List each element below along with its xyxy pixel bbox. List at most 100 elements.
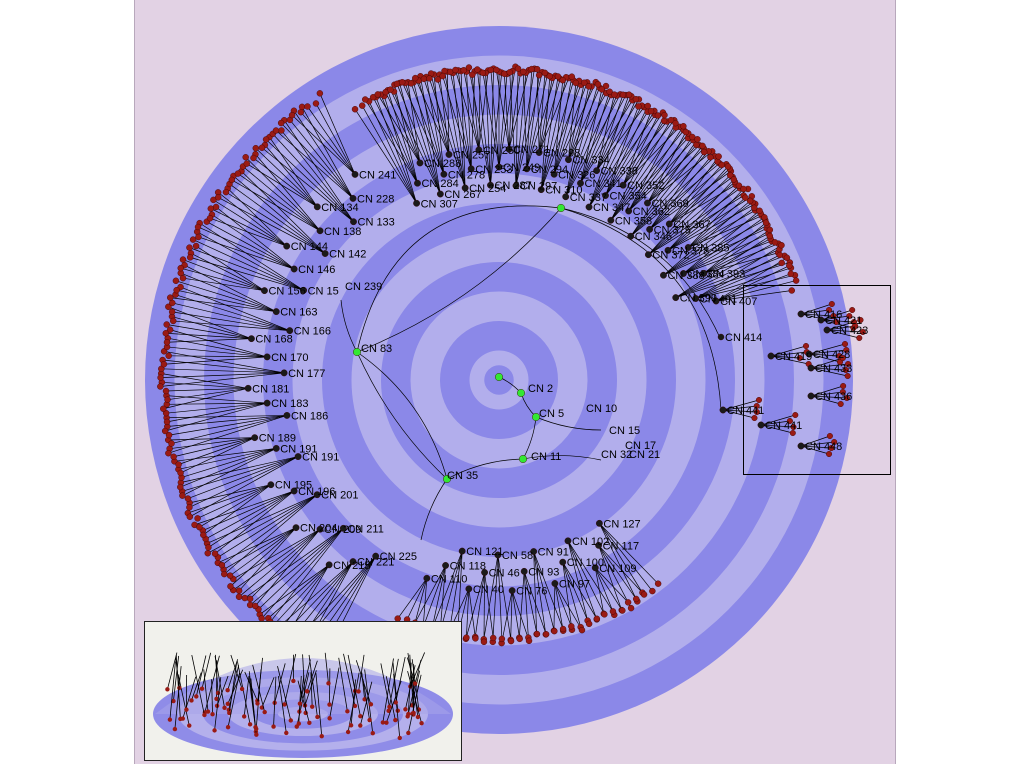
internal-node[interactable] [757,421,765,429]
leaf-node[interactable] [272,127,280,134]
leaf-node[interactable] [258,144,266,151]
internal-node[interactable] [313,491,321,499]
leaf-node[interactable] [742,194,749,201]
leaf-node[interactable] [680,123,687,130]
leaf-node[interactable] [846,313,853,320]
internal-node[interactable] [290,487,298,495]
internal-node[interactable] [551,580,559,587]
internal-node[interactable] [646,225,654,233]
leaf-node[interactable] [192,242,200,250]
internal-node[interactable] [495,163,503,171]
internal-node[interactable] [286,327,294,335]
leaf-node[interactable] [160,405,167,412]
leaf-node[interactable] [756,207,763,214]
leaf-node[interactable] [374,91,381,98]
leaf-node[interactable] [207,205,215,212]
leaf-node[interactable] [585,83,592,90]
leaf-node[interactable] [168,308,176,316]
leaf-node[interactable] [715,153,722,160]
visualization-panel[interactable]: CN 2 CN 5 CN 10 CN 15 CN 17 CN 21 CN 11 CN 32 CN… [134,0,896,764]
leaf-node[interactable] [751,415,758,422]
internal-node[interactable] [467,165,475,173]
leaf-node[interactable] [516,635,523,643]
internal-node[interactable] [267,481,275,489]
root-path-node[interactable] [532,413,541,422]
leaf-node[interactable] [262,136,270,143]
leaf-node[interactable] [541,69,549,77]
internal-node[interactable] [251,434,259,442]
internal-node[interactable] [625,207,633,215]
leaf-node[interactable] [205,544,212,551]
internal-node[interactable] [481,569,488,576]
leaf-node[interactable] [771,239,779,246]
leaf-node[interactable] [661,111,668,119]
leaf-node[interactable] [559,77,566,84]
internal-node[interactable] [644,251,652,259]
leaf-node[interactable] [542,631,550,638]
leaf-node[interactable] [598,86,606,93]
leaf-node[interactable] [463,634,470,641]
leaf-node[interactable] [480,638,488,646]
internal-node[interactable] [339,524,347,532]
internal-node[interactable] [807,392,815,400]
internal-node[interactable] [445,151,453,158]
internal-node[interactable] [523,165,531,173]
leaf-node[interactable] [803,343,810,350]
root-path-node[interactable] [443,475,452,484]
leaf-node[interactable] [837,401,844,408]
leaf-node[interactable] [157,374,164,381]
leaf-node[interactable] [167,294,174,301]
leaf-node[interactable] [177,483,184,491]
leaf-node[interactable] [412,74,419,82]
internal-node[interactable] [244,384,252,392]
leaf-node[interactable] [546,73,554,80]
root-path-node[interactable] [519,455,528,464]
internal-node[interactable] [700,269,708,277]
leaf-node[interactable] [369,94,377,101]
leaf-node[interactable] [434,76,442,83]
leaf-node[interactable] [226,572,234,579]
internal-node[interactable] [349,194,357,202]
leaf-node[interactable] [707,154,714,161]
leaf-node[interactable] [501,70,508,77]
leaf-node[interactable] [828,301,835,308]
leaf-node[interactable] [162,387,170,395]
internal-node[interactable] [294,453,302,460]
internal-node[interactable] [602,192,609,199]
internal-node[interactable] [520,567,528,575]
leaf-node[interactable] [218,561,226,569]
internal-node[interactable] [349,558,357,566]
leaf-node[interactable] [187,254,194,261]
internal-node[interactable] [644,199,651,207]
leaf-node[interactable] [735,182,743,189]
leaf-node[interactable] [246,595,254,603]
leaf-node[interactable] [498,635,506,643]
leaf-node[interactable] [160,361,168,368]
leaf-node[interactable] [568,623,575,630]
leaf-node[interactable] [165,431,173,439]
leaf-node[interactable] [694,136,701,143]
leaf-node[interactable] [632,595,640,603]
leaf-node[interactable] [826,451,833,458]
leaf-node[interactable] [839,389,846,396]
leaf-node[interactable] [472,635,479,642]
leaf-node[interactable] [165,303,172,311]
leaf-node[interactable] [387,86,394,93]
leaf-node[interactable] [196,523,203,531]
leaf-node[interactable] [439,72,446,80]
leaf-node[interactable] [533,630,541,638]
leaf-node[interactable] [186,244,193,251]
leaf-node[interactable] [844,373,851,380]
leaf-node[interactable] [179,256,187,263]
internal-node[interactable] [272,444,280,452]
leaf-node[interactable] [507,637,515,645]
leaf-node[interactable] [288,111,296,119]
internal-node[interactable] [684,244,692,251]
internal-node[interactable] [797,442,805,450]
leaf-node[interactable] [169,299,176,307]
leaf-node[interactable] [165,449,172,457]
leaf-node[interactable] [168,440,175,447]
leaf-node[interactable] [740,185,747,193]
leaf-node[interactable] [164,396,171,403]
